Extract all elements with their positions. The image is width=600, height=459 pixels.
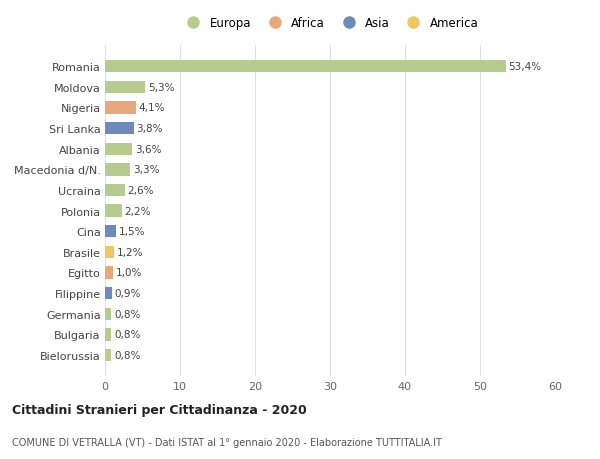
Bar [105, 164, 130, 176]
Bar [105, 287, 112, 300]
Text: 53,4%: 53,4% [509, 62, 542, 72]
Bar [105, 267, 113, 279]
Text: 0,9%: 0,9% [115, 288, 141, 298]
Text: Cittadini Stranieri per Cittadinanza - 2020: Cittadini Stranieri per Cittadinanza - 2… [12, 403, 307, 416]
Bar [105, 349, 111, 361]
Bar [105, 225, 116, 238]
Text: 0,8%: 0,8% [114, 350, 140, 360]
Text: 1,2%: 1,2% [117, 247, 143, 257]
Text: 1,5%: 1,5% [119, 227, 146, 237]
Bar [105, 123, 133, 135]
Text: 5,3%: 5,3% [148, 83, 174, 93]
Bar [105, 246, 114, 258]
Text: 4,1%: 4,1% [139, 103, 165, 113]
Bar [105, 102, 136, 114]
Text: 3,8%: 3,8% [137, 124, 163, 134]
Text: 3,6%: 3,6% [135, 145, 161, 154]
Bar [105, 143, 132, 156]
Text: 2,2%: 2,2% [125, 206, 151, 216]
Text: 2,6%: 2,6% [128, 185, 154, 196]
Text: COMUNE DI VETRALLA (VT) - Dati ISTAT al 1° gennaio 2020 - Elaborazione TUTTITALI: COMUNE DI VETRALLA (VT) - Dati ISTAT al … [12, 437, 442, 447]
Bar [105, 82, 145, 94]
Text: 3,3%: 3,3% [133, 165, 159, 175]
Bar [105, 205, 121, 217]
Bar [105, 61, 505, 73]
Text: 0,8%: 0,8% [114, 309, 140, 319]
Bar [105, 185, 125, 197]
Bar [105, 308, 111, 320]
Bar [105, 329, 111, 341]
Text: 1,0%: 1,0% [115, 268, 142, 278]
Legend: Europa, Africa, Asia, America: Europa, Africa, Asia, America [178, 13, 482, 34]
Text: 0,8%: 0,8% [114, 330, 140, 340]
